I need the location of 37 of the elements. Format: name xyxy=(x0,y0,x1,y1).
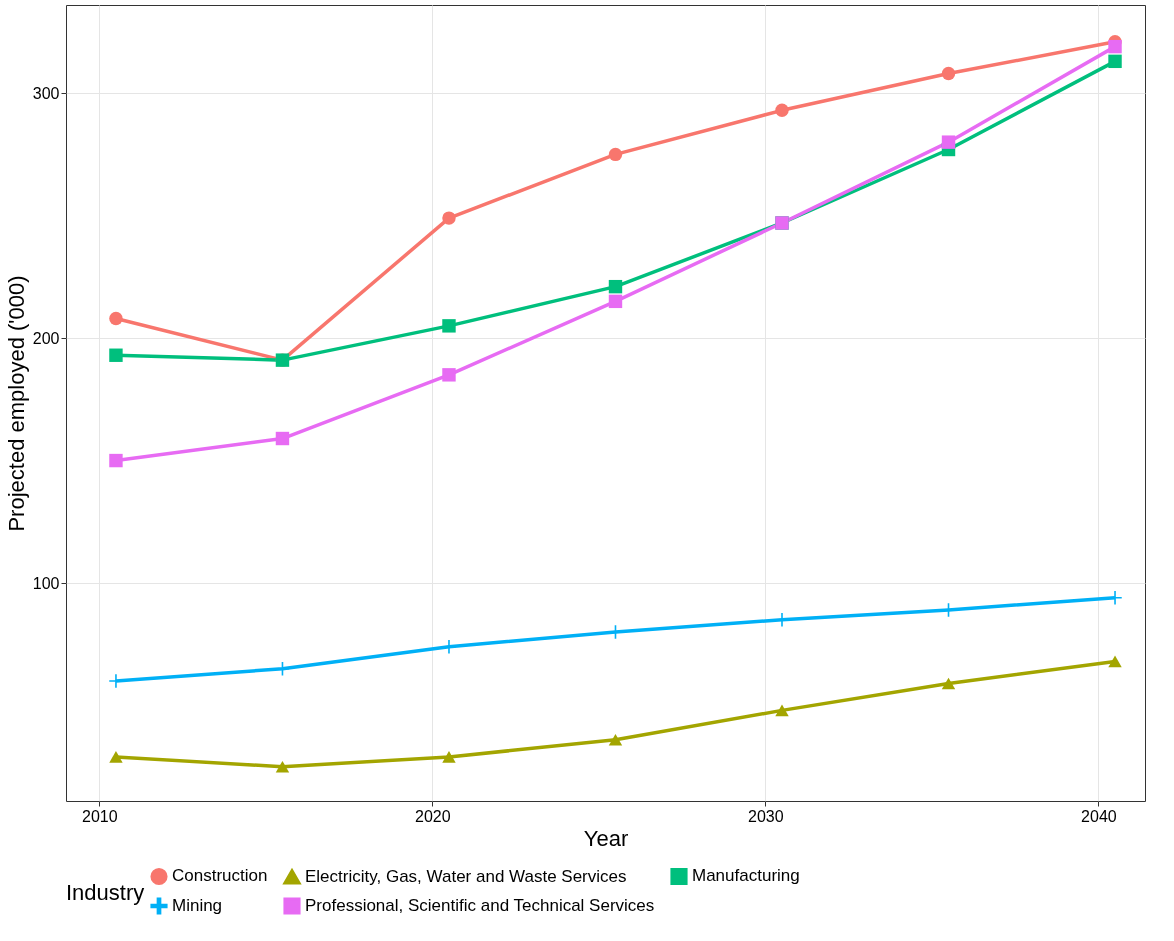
x-tick-label: 2010 xyxy=(82,807,118,825)
point xyxy=(608,279,623,294)
point xyxy=(941,677,956,690)
y-axis-title: Projected employed ('000) xyxy=(3,275,29,532)
point xyxy=(608,294,623,309)
point xyxy=(442,751,456,763)
point xyxy=(275,431,290,446)
point xyxy=(109,348,123,362)
point xyxy=(608,147,623,162)
point xyxy=(1108,39,1122,54)
point xyxy=(608,733,623,746)
point xyxy=(442,319,456,333)
legend-label: Mining xyxy=(172,896,223,915)
point xyxy=(775,103,789,118)
point xyxy=(109,751,123,763)
x-tick-label: 2020 xyxy=(415,807,451,825)
point xyxy=(941,66,956,81)
point xyxy=(275,760,290,773)
legend-label: Construction xyxy=(172,866,268,886)
y-tick-label: 300 xyxy=(32,84,60,102)
legend-title: Industry xyxy=(66,880,145,905)
x-axis-title: Year xyxy=(583,825,629,851)
y-tick-label: 100 xyxy=(32,574,60,592)
point xyxy=(1108,54,1122,69)
point xyxy=(1108,655,1122,668)
legend-label: Professional, Scientific and Technical Services xyxy=(305,896,655,915)
y-tick-label: 200 xyxy=(32,329,60,347)
legend-label: Manufacturing xyxy=(692,866,800,886)
x-tick-label: 2040 xyxy=(1081,807,1117,825)
x-tick-label: 2030 xyxy=(748,807,784,825)
point xyxy=(941,135,956,149)
point xyxy=(442,211,456,225)
point xyxy=(109,311,123,326)
point xyxy=(775,704,789,717)
point xyxy=(442,368,456,382)
legend-label: Electricity, Gas, Water and Waste Services xyxy=(305,866,627,886)
point xyxy=(109,453,123,468)
